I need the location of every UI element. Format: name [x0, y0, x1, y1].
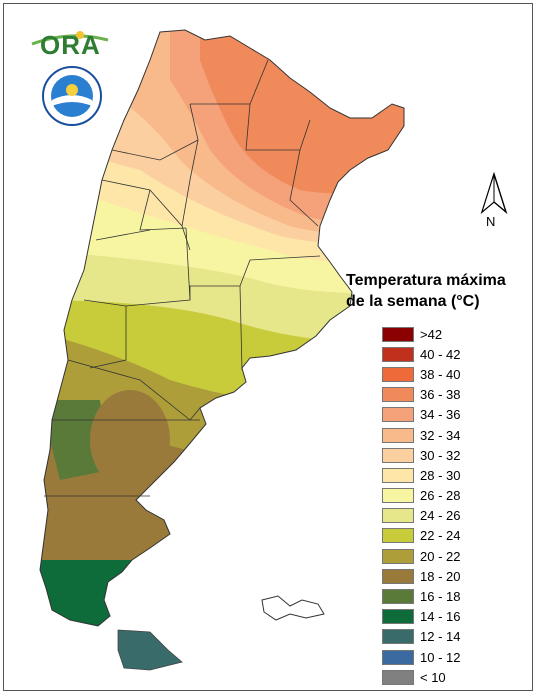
- legend-item: 12 - 14: [382, 627, 536, 647]
- legend-label: < 10: [420, 669, 446, 685]
- map-frame: [3, 3, 533, 691]
- legend-label: 30 - 32: [420, 447, 461, 463]
- legend-swatch: [382, 548, 414, 564]
- legend-item: 36 - 38: [382, 385, 536, 405]
- legend-item: 18 - 20: [382, 566, 536, 586]
- legend-label: 24 - 26: [420, 508, 461, 524]
- legend-label: 34 - 36: [420, 407, 461, 423]
- legend-swatch: [382, 528, 414, 544]
- legend-title: Temperatura máxima de la semana (°C): [346, 270, 536, 312]
- ora-swoosh-icon: [31, 31, 109, 46]
- legend-label: 26 - 28: [420, 488, 461, 504]
- legend-label: 40 - 42: [420, 346, 461, 362]
- legend-item: < 10: [382, 667, 536, 687]
- legend-label: 22 - 24: [420, 528, 461, 544]
- legend-item: 14 - 16: [382, 607, 536, 627]
- legend-item: 38 - 40: [382, 364, 536, 384]
- north-label: N: [486, 214, 496, 229]
- legend-label: 32 - 34: [420, 427, 461, 443]
- legend-swatch: [382, 649, 414, 665]
- north-arrow-icon: [480, 172, 508, 215]
- legend-item: 34 - 36: [382, 405, 536, 425]
- legend-item: 32 - 34: [382, 425, 536, 445]
- ora-logo: ORA: [30, 26, 110, 60]
- legend-swatch: [382, 427, 414, 443]
- legend-swatch: [382, 568, 414, 584]
- legend-items: >42 40 - 42 38 - 40 36 - 38 34 - 36 32 - 34 30…: [382, 324, 536, 687]
- legend-label: 10 - 12: [420, 649, 461, 665]
- legend-swatch: [382, 609, 414, 625]
- legend-item: >42: [382, 324, 536, 344]
- legend-item: 28 - 30: [382, 465, 536, 485]
- legend-label: 12 - 14: [420, 629, 461, 645]
- legend-item: 40 - 42: [382, 344, 536, 364]
- legend-title-line2: de la semana (°C): [346, 293, 480, 310]
- legend-swatch: [382, 467, 414, 483]
- legend-label: >42: [420, 326, 443, 342]
- legend-swatch: [382, 508, 414, 524]
- legend-swatch: [382, 669, 414, 685]
- smn-seal-icon: [42, 66, 102, 126]
- legend-label: 28 - 30: [420, 467, 461, 483]
- legend-label: 16 - 18: [420, 589, 461, 605]
- legend-swatch: [382, 589, 414, 605]
- legend-swatch: [382, 346, 414, 362]
- legend-title-line1: Temperatura máxima: [346, 272, 506, 289]
- legend-label: 36 - 38: [420, 387, 461, 403]
- legend-item: 16 - 18: [382, 586, 536, 606]
- temperature-legend: Temperatura máxima de la semana (°C) >42…: [346, 270, 536, 687]
- legend-item: 24 - 26: [382, 506, 536, 526]
- legend-swatch: [382, 387, 414, 403]
- legend-item: 26 - 28: [382, 486, 536, 506]
- legend-item: 30 - 32: [382, 445, 536, 465]
- legend-swatch: [382, 447, 414, 463]
- legend-swatch: [382, 407, 414, 423]
- legend-swatch: [382, 488, 414, 504]
- legend-swatch: [382, 366, 414, 382]
- legend-label: 18 - 20: [420, 568, 461, 584]
- legend-item: 22 - 24: [382, 526, 536, 546]
- legend-label: 20 - 22: [420, 548, 461, 564]
- ora-logo-text: ORA: [40, 30, 101, 60]
- legend-label: 38 - 40: [420, 366, 461, 382]
- legend-swatch: [382, 326, 414, 342]
- legend-item: 10 - 12: [382, 647, 536, 667]
- legend-item: 20 - 22: [382, 546, 536, 566]
- legend-swatch: [382, 629, 414, 645]
- legend-label: 14 - 16: [420, 609, 461, 625]
